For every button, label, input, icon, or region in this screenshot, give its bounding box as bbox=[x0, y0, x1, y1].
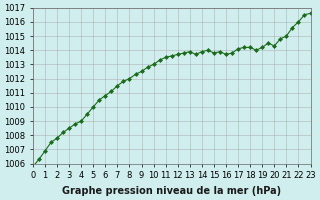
X-axis label: Graphe pression niveau de la mer (hPa): Graphe pression niveau de la mer (hPa) bbox=[62, 186, 281, 196]
